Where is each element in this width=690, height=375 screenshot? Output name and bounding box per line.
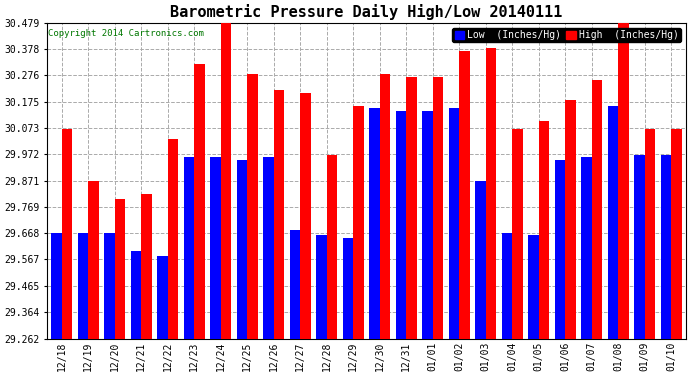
Legend: Low  (Inches/Hg), High  (Inches/Hg): Low (Inches/Hg), High (Inches/Hg) [452,28,681,42]
Bar [168,139,178,339]
Bar [194,64,205,339]
Bar [608,105,618,339]
Bar [406,77,417,339]
Bar [263,158,274,339]
Bar [300,93,310,339]
Bar [115,199,126,339]
Bar [184,158,194,339]
Bar [247,74,258,339]
Bar [512,129,523,339]
Bar [88,181,99,339]
Bar [157,256,168,339]
Bar [290,230,300,339]
Bar [660,155,671,339]
Bar [555,160,565,339]
Bar [380,74,391,339]
Bar [61,129,72,339]
Bar [221,22,231,339]
Bar [130,251,141,339]
Bar [565,100,576,339]
Bar [51,233,61,339]
Bar [210,158,221,339]
Bar [581,158,592,339]
Bar [502,233,512,339]
Bar [141,194,152,339]
Bar [592,80,602,339]
Bar [475,181,486,339]
Title: Barometric Pressure Daily High/Low 20140111: Barometric Pressure Daily High/Low 20140… [170,4,562,20]
Bar [326,155,337,339]
Bar [316,236,326,339]
Bar [460,51,470,339]
Bar [353,105,364,339]
Bar [237,160,247,339]
Text: Copyright 2014 Cartronics.com: Copyright 2014 Cartronics.com [48,29,204,38]
Bar [644,129,656,339]
Bar [634,155,644,339]
Bar [343,238,353,339]
Bar [539,121,549,339]
Bar [422,111,433,339]
Bar [671,129,682,339]
Bar [486,48,496,339]
Bar [528,236,539,339]
Bar [433,77,443,339]
Bar [77,233,88,339]
Bar [395,111,406,339]
Bar [369,108,380,339]
Bar [104,233,115,339]
Bar [618,22,629,339]
Bar [448,108,460,339]
Bar [274,90,284,339]
